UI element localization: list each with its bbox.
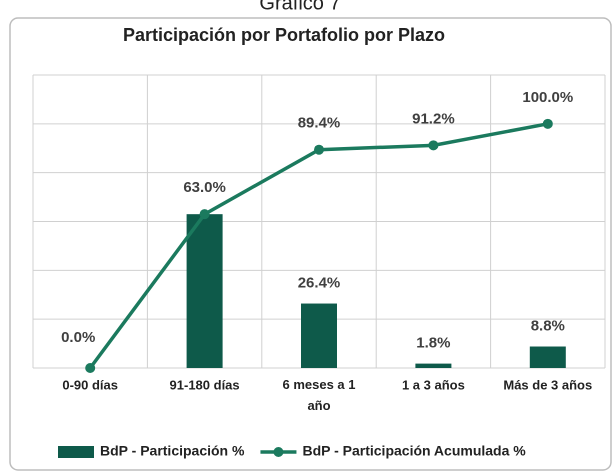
data-label: 8.8% bbox=[531, 317, 565, 334]
chart-title: Participación por Portafolio por Plazo bbox=[123, 25, 445, 45]
x-tick-label: 6 meses a 1 año bbox=[282, 377, 355, 413]
data-label: 63.0% bbox=[183, 179, 226, 196]
line-point bbox=[428, 140, 439, 151]
data-label: 89.4% bbox=[298, 115, 341, 132]
x-tick-label: 91-180 días bbox=[170, 377, 240, 392]
legend-label: BdP - Participación Acumulada % bbox=[302, 443, 526, 459]
line-point bbox=[314, 144, 324, 155]
data-label: 26.4% bbox=[298, 275, 341, 292]
data-label: 91.2% bbox=[412, 110, 455, 127]
x-tick-label: Más de 3 años bbox=[503, 377, 592, 392]
legend-swatch-point bbox=[273, 447, 284, 457]
line-point bbox=[199, 209, 210, 220]
bar bbox=[301, 303, 337, 368]
legend-label: BdP - Participación % bbox=[100, 443, 245, 459]
chart-frame bbox=[9, 17, 612, 471]
x-tick-label: 1 a 3 años bbox=[402, 377, 465, 392]
bar bbox=[529, 346, 566, 368]
x-tick-label: 0-90 días bbox=[62, 377, 118, 392]
bar bbox=[415, 363, 452, 368]
data-label: 0.0% bbox=[61, 329, 95, 346]
data-label: 100.0% bbox=[522, 89, 573, 106]
bar bbox=[186, 214, 223, 368]
legend-swatch bbox=[58, 446, 94, 458]
caption: Gráfico 7 bbox=[259, 0, 340, 14]
line-point bbox=[542, 118, 553, 129]
data-label: 1.8% bbox=[416, 335, 450, 352]
line-point bbox=[85, 363, 96, 373]
